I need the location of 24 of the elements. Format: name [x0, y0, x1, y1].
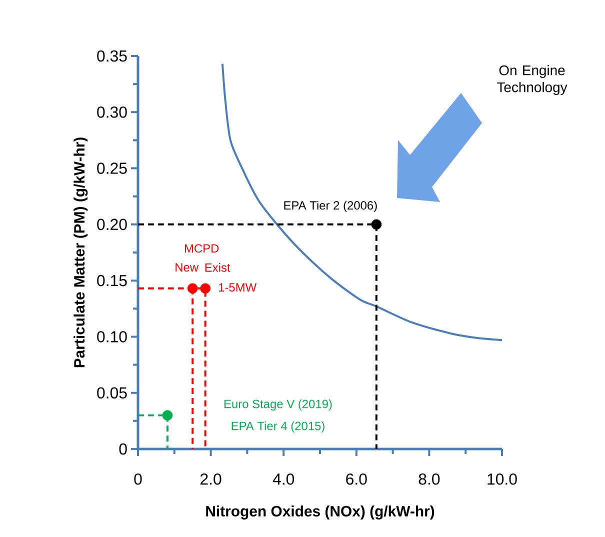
y-axis-title: Particulate Matter (PM) (g/kW-hr) [74, 138, 88, 368]
x-tick-label: 0 [134, 473, 142, 485]
x-tick-label: 10.0 [488, 473, 517, 485]
y-tick-label: 0.05 [97, 387, 127, 398]
annotation: MCPD [184, 244, 219, 253]
annotation: New [176, 263, 199, 272]
annotation: EPA Tier 2 (2006) [284, 200, 377, 212]
y-tick-label: 0 [119, 443, 127, 455]
annotation: EPA Tier 4 (2015) [232, 421, 324, 433]
annotation: Euro Stage V (2019) [224, 399, 332, 411]
y-tick-label: 0.30 [97, 106, 127, 118]
annotation: On Engine Technology [497, 65, 568, 95]
y-tick-label: 0.25 [97, 162, 127, 174]
y-tick-label: 0.35 [97, 50, 127, 62]
y-tick-label: 0.20 [97, 218, 127, 230]
annotation: Exist [205, 263, 230, 272]
x-tick-label: 6.0 [346, 473, 367, 485]
x-tick-label: 2.0 [200, 473, 222, 485]
annotation: 1-5MW [218, 283, 257, 292]
x-tick-label: 8.0 [418, 473, 440, 485]
x-axis-title: Nitrogen Oxides (NOx) (g/kW-hr) [206, 506, 434, 520]
y-tick-label: 0.10 [97, 331, 127, 342]
x-tick-label: 4.0 [272, 473, 294, 485]
y-tick-label: 0.15 [97, 274, 127, 286]
